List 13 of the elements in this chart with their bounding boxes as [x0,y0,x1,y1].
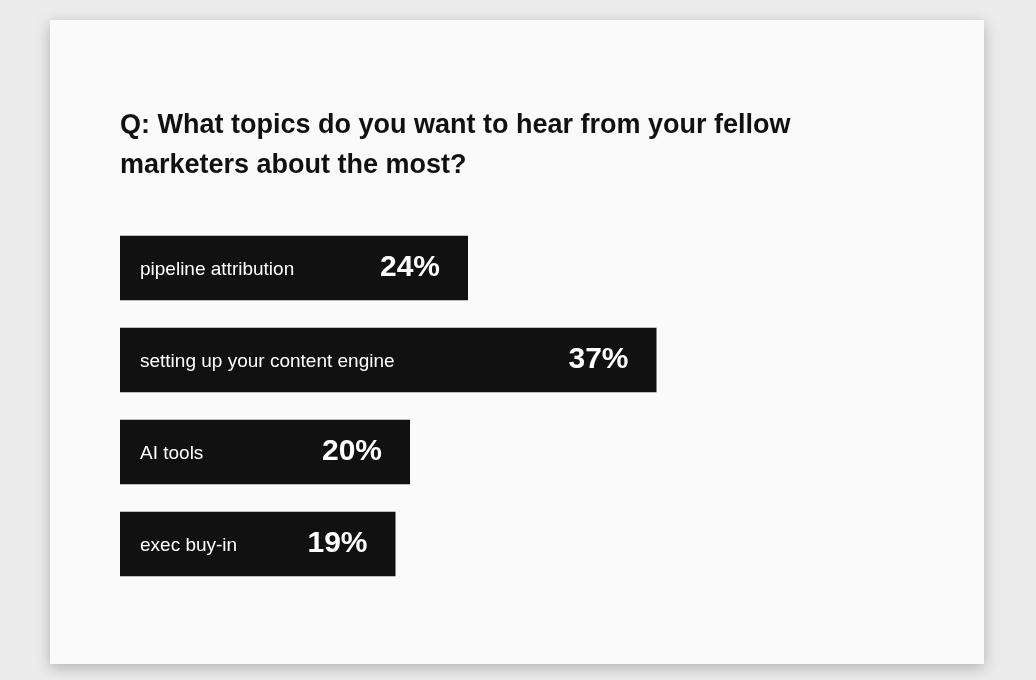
y-tick-label: pipeline attribution [140,258,295,280]
data-label: 20% [321,433,382,467]
data-label: 24% [379,249,440,283]
bar [120,327,657,393]
y-tick-label: AI tools [140,442,204,464]
y-tick-label: exec buy-in [140,534,238,556]
bar [120,511,396,577]
bar [120,419,410,485]
y-tick-label: setting up your content engine [140,350,395,372]
data-label: 19% [307,525,368,559]
bar [120,235,468,301]
chart-title: Q: What topics do you want to hear from your fellow marketers about the most? [120,108,792,181]
data-label: 37% [568,341,629,375]
